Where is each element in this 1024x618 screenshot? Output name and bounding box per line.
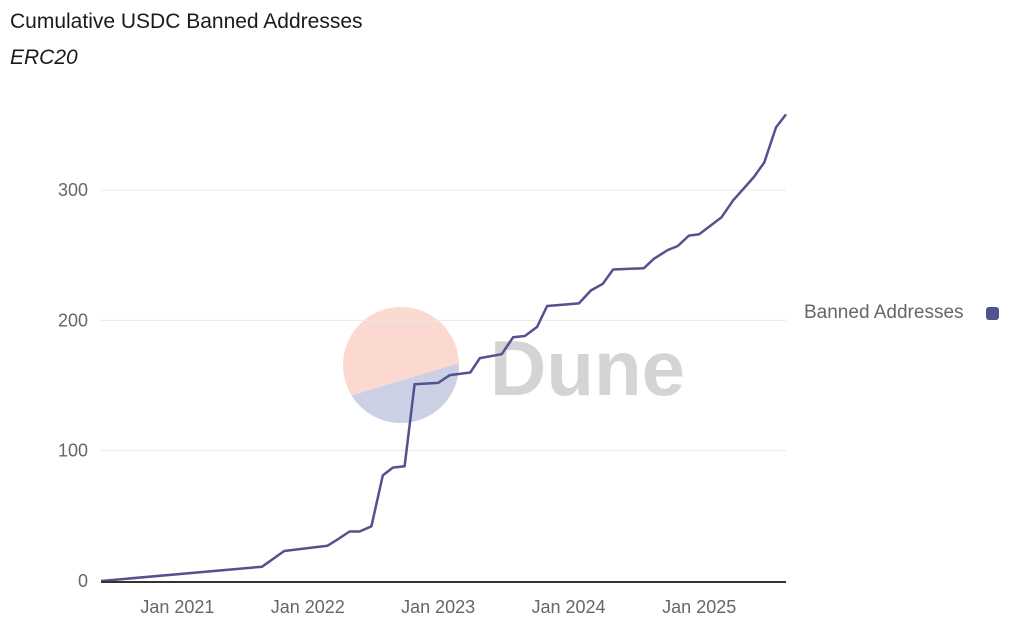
x-tick-label: Jan 2021 — [140, 597, 214, 617]
watermark-text: Dune — [490, 324, 685, 412]
legend-swatch — [986, 306, 999, 320]
x-tick-label: Jan 2025 — [662, 597, 736, 617]
chart-title: Cumulative USDC Banned Addresses — [10, 10, 363, 33]
gridlines — [101, 189, 786, 452]
y-tick-label: 100 — [58, 441, 88, 461]
x-tick-label: Jan 2022 — [271, 597, 345, 617]
series-lines — [100, 113, 787, 583]
x-tick-label: Jan 2023 — [401, 597, 475, 617]
chart-subtitle: ERC20 — [10, 46, 78, 69]
x-axis-ticks: Jan 2021 Jan 2022 Jan 2023 Jan 2024 Jan 2025 — [140, 597, 736, 617]
series-line-banned-addresses — [100, 113, 787, 583]
y-tick-label: 0 — [78, 571, 88, 591]
dune-watermark-logo: Dune — [343, 307, 685, 423]
y-tick-label: 200 — [58, 310, 88, 330]
y-axis-ticks: 0 100 200 300 — [58, 180, 88, 591]
legend-label: Banned Addresses — [804, 302, 964, 323]
legend: Banned Addresses — [804, 302, 999, 324]
x-tick-label: Jan 2024 — [531, 597, 605, 617]
watermark-circle — [343, 307, 459, 423]
y-tick-label: 300 — [58, 180, 88, 200]
